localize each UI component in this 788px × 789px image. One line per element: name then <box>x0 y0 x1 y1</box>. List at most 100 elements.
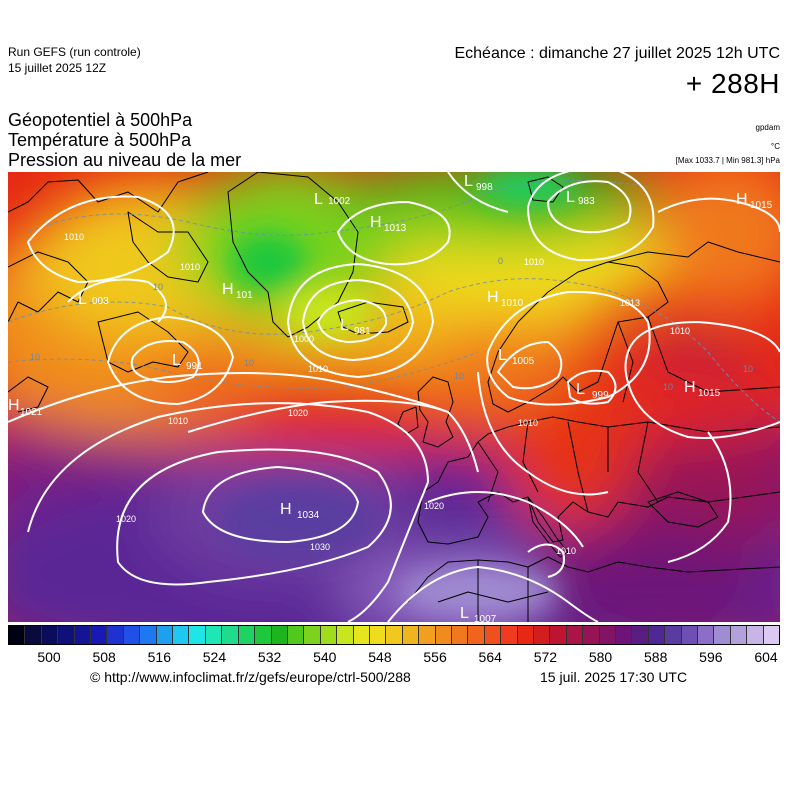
color-swatch <box>665 626 682 644</box>
color-scale-tick-label: 604 <box>754 649 778 665</box>
color-swatch <box>402 626 420 644</box>
color-swatch <box>25 626 42 644</box>
forecast-hour: + 288H <box>685 68 780 99</box>
isotherm-label: 10 <box>663 382 673 392</box>
color-scale-bar <box>8 625 780 645</box>
color-scale-tick-label: 564 <box>478 649 502 665</box>
isobar-labels: 1010 1010 1010 1010 1010 1010 1020 1020 … <box>64 232 690 556</box>
isobar-label: 1010 <box>168 416 188 426</box>
color-swatch <box>698 626 715 644</box>
color-swatch <box>681 626 699 644</box>
pressure-value: 003 <box>92 296 109 307</box>
pressure-system-h101: H <box>222 281 234 298</box>
color-scale-tick-label: 516 <box>147 649 171 665</box>
pressure-system-h1013: H <box>370 214 382 231</box>
color-swatch <box>648 626 666 644</box>
pressure-system-labels: H 1034 H 1021 H 1015 H 1015 H 1013 H 101… <box>8 173 773 622</box>
isotherm-label: 10 <box>743 364 753 374</box>
color-swatch <box>616 626 633 644</box>
color-swatch <box>255 626 272 644</box>
pressure-range: [Max 1033.7 | Min 981.3] hPa <box>675 156 780 165</box>
color-swatch <box>189 626 206 644</box>
isotherms <box>8 180 780 423</box>
color-swatch <box>747 626 764 644</box>
color-swatch <box>205 626 223 644</box>
pressure-system-l991: L <box>172 352 181 369</box>
color-swatch <box>287 626 305 644</box>
color-swatch <box>583 626 600 644</box>
color-swatch <box>222 626 239 644</box>
pressure-system-l003: L <box>78 291 87 308</box>
isobar-label: 1030 <box>310 542 330 552</box>
color-swatch <box>763 626 780 644</box>
color-swatch <box>238 626 256 644</box>
isotherm-labels: 10 10 10 10 10 10 0 <box>30 256 753 392</box>
isobar-label: 1000 <box>294 334 314 344</box>
color-swatch <box>730 626 748 644</box>
color-scale-tick-label: 548 <box>368 649 392 665</box>
color-swatch <box>91 626 108 644</box>
unit-geopotential: gpdam <box>755 123 780 132</box>
color-swatch <box>632 626 649 644</box>
color-swatch <box>304 626 321 644</box>
color-scale-tick-label: 540 <box>313 649 337 665</box>
color-swatch <box>550 626 567 644</box>
color-swatch <box>353 626 370 644</box>
color-swatch <box>107 626 124 644</box>
color-swatch <box>320 626 338 644</box>
isobars <box>8 172 780 622</box>
unit-temperature: °C <box>771 142 780 151</box>
color-swatch <box>9 626 26 644</box>
pressure-value: 998 <box>476 182 493 193</box>
pressure-value: 1021 <box>20 407 43 418</box>
pressure-system-l981: L <box>340 317 349 334</box>
pressure-value: 1010 <box>501 298 524 309</box>
source-credit[interactable]: © http://www.infoclimat.fr/z/gefs/europe… <box>90 669 411 685</box>
pressure-value: 1015 <box>698 388 721 399</box>
color-swatch <box>517 626 534 644</box>
isobar-label: 1010 <box>524 257 544 267</box>
isotherm-label: 10 <box>30 352 40 362</box>
color-scale-tick-label: 588 <box>644 649 668 665</box>
isotherm-label: 0 <box>498 256 503 266</box>
color-scale-tick-label: 572 <box>533 649 558 665</box>
color-scale-tick-label: 524 <box>202 649 227 665</box>
isotherm-label: 10 <box>244 358 254 368</box>
run-name: Run GEFS (run controle) <box>8 45 141 59</box>
color-swatch <box>501 626 518 644</box>
title-pressure: Pression au niveau de la mer <box>8 150 242 170</box>
color-swatch <box>58 626 75 644</box>
color-swatch <box>451 626 469 644</box>
pressure-value: 1005 <box>512 356 535 367</box>
color-swatch <box>484 626 502 644</box>
isobar-label: 1010 <box>518 418 538 428</box>
valid-time: Echéance : dimanche 27 juillet 2025 12h … <box>454 45 780 62</box>
coastlines <box>8 172 780 622</box>
isobar-label: 1020 <box>116 514 136 524</box>
weather-map[interactable]: H 1034 H 1021 H 1015 H 1015 H 1013 H 101… <box>8 172 780 622</box>
pressure-value: 1034 <box>297 510 320 521</box>
isotherm-label: 10 <box>153 282 163 292</box>
color-swatch <box>534 626 551 644</box>
title-geopotential: Géopotentiel à 500hPa <box>8 110 193 130</box>
pressure-system-l983: L <box>566 189 575 206</box>
color-swatch <box>714 626 731 644</box>
pressure-value: 991 <box>186 361 203 372</box>
isobar-label: 1010 <box>556 546 576 556</box>
isobar-label: 1010 <box>308 364 328 374</box>
isobar-label: 1020 <box>288 408 308 418</box>
generation-timestamp: 15 juil. 2025 17:30 UTC <box>540 669 688 685</box>
pressure-system-l999: L <box>576 381 585 398</box>
color-swatch <box>123 626 141 644</box>
pressure-system-h1010: H <box>487 289 499 306</box>
pressure-value: 1013 <box>384 223 407 234</box>
color-scale-tick-label: 580 <box>588 649 613 665</box>
isobar-label: 1010 <box>670 326 690 336</box>
pressure-system-h1021: H <box>8 397 20 414</box>
pressure-system-l1007: L <box>460 605 469 622</box>
color-scale-tick-label: 556 <box>423 649 447 665</box>
pressure-value: 1007 <box>474 614 497 622</box>
pressure-value: 1002 <box>328 196 351 207</box>
color-swatch <box>271 626 288 644</box>
isobar-label: 1020 <box>424 501 444 511</box>
